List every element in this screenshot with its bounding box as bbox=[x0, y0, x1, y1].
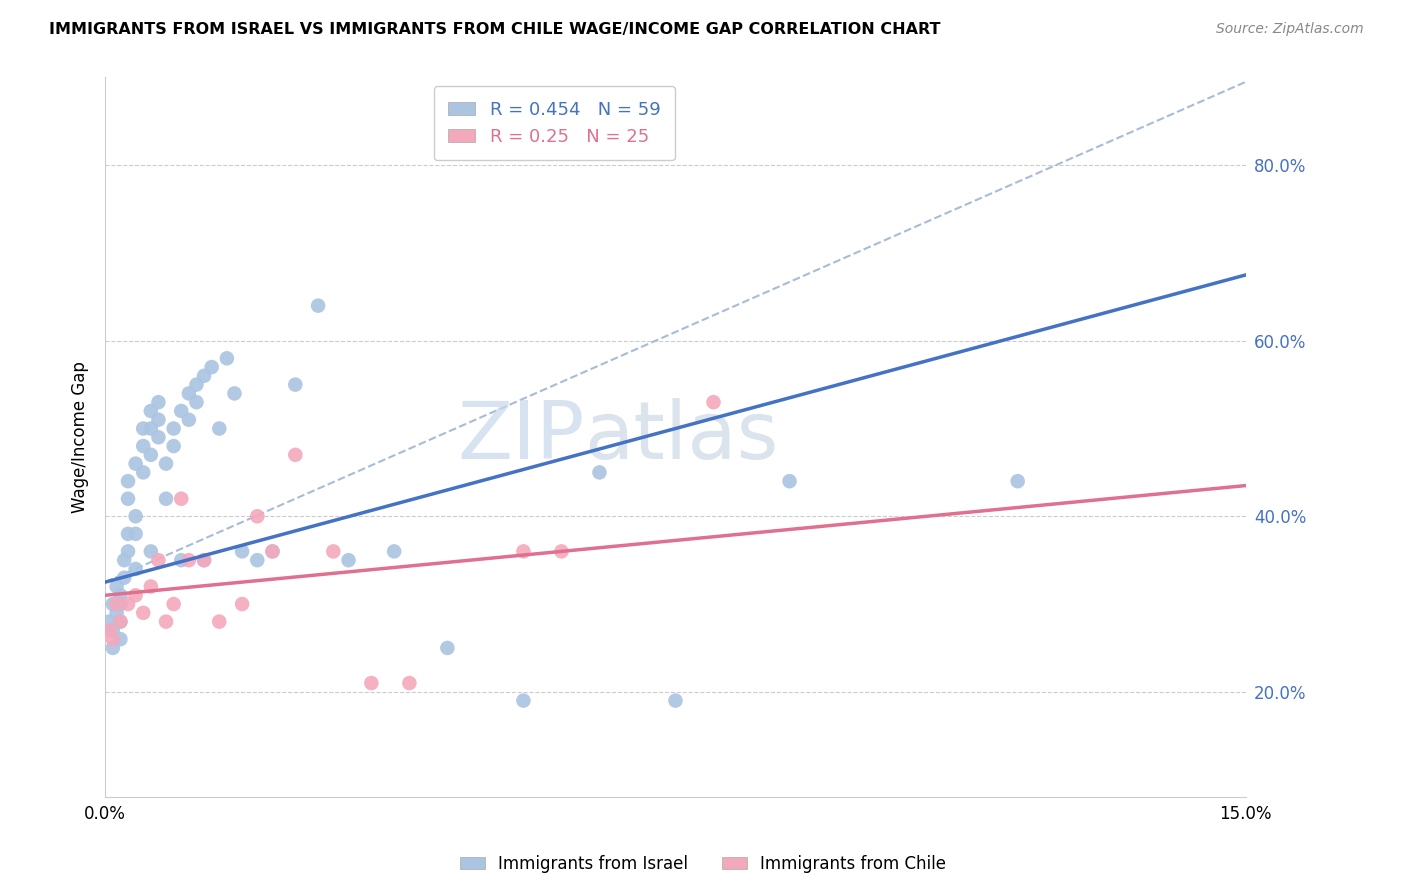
Point bbox=[163, 421, 186, 435]
Point bbox=[664, 693, 686, 707]
Y-axis label: Wage/Income Gap: Wage/Income Gap bbox=[72, 361, 89, 513]
Point bbox=[101, 597, 124, 611]
Point bbox=[170, 553, 193, 567]
Point bbox=[550, 544, 572, 558]
Point bbox=[110, 615, 132, 629]
Point bbox=[101, 640, 124, 655]
Point bbox=[193, 368, 215, 383]
Point bbox=[1007, 474, 1029, 488]
Point bbox=[177, 553, 200, 567]
Point bbox=[177, 413, 200, 427]
Point bbox=[110, 615, 132, 629]
Point bbox=[224, 386, 246, 401]
Text: atlas: atlas bbox=[585, 399, 779, 476]
Point bbox=[398, 676, 420, 690]
Point bbox=[193, 553, 215, 567]
Point bbox=[101, 624, 124, 638]
Point bbox=[148, 553, 170, 567]
Point bbox=[148, 395, 170, 409]
Text: Source: ZipAtlas.com: Source: ZipAtlas.com bbox=[1216, 22, 1364, 37]
Point bbox=[112, 571, 135, 585]
Point bbox=[155, 615, 177, 629]
Point bbox=[360, 676, 382, 690]
Point bbox=[117, 474, 139, 488]
Point bbox=[231, 597, 253, 611]
Point bbox=[132, 606, 155, 620]
Point bbox=[246, 509, 269, 524]
Point bbox=[124, 509, 146, 524]
Point bbox=[779, 474, 801, 488]
Point bbox=[101, 632, 124, 647]
Point bbox=[139, 421, 162, 435]
Point bbox=[512, 544, 534, 558]
Point bbox=[110, 588, 132, 602]
Point bbox=[105, 580, 128, 594]
Point bbox=[110, 597, 132, 611]
Point bbox=[117, 597, 139, 611]
Point bbox=[284, 377, 307, 392]
Point bbox=[208, 421, 231, 435]
Point bbox=[148, 430, 170, 444]
Point bbox=[231, 544, 253, 558]
Point bbox=[148, 413, 170, 427]
Point bbox=[124, 588, 146, 602]
Point bbox=[193, 553, 215, 567]
Point bbox=[110, 632, 132, 647]
Point bbox=[170, 491, 193, 506]
Point bbox=[215, 351, 238, 366]
Point bbox=[170, 404, 193, 418]
Point bbox=[337, 553, 360, 567]
Point bbox=[208, 615, 231, 629]
Point bbox=[284, 448, 307, 462]
Point bbox=[132, 421, 155, 435]
Point bbox=[262, 544, 284, 558]
Point bbox=[124, 526, 146, 541]
Point bbox=[163, 439, 186, 453]
Point bbox=[132, 466, 155, 480]
Legend: Immigrants from Israel, Immigrants from Chile: Immigrants from Israel, Immigrants from … bbox=[453, 848, 953, 880]
Point bbox=[105, 606, 128, 620]
Point bbox=[139, 448, 162, 462]
Point bbox=[186, 377, 208, 392]
Point bbox=[139, 580, 162, 594]
Point bbox=[201, 360, 224, 375]
Point bbox=[588, 466, 610, 480]
Point bbox=[155, 457, 177, 471]
Point bbox=[105, 597, 128, 611]
Point bbox=[139, 544, 162, 558]
Text: ZIP: ZIP bbox=[457, 399, 585, 476]
Point bbox=[246, 553, 269, 567]
Point bbox=[322, 544, 344, 558]
Point bbox=[98, 615, 121, 629]
Point bbox=[702, 395, 724, 409]
Text: IMMIGRANTS FROM ISRAEL VS IMMIGRANTS FROM CHILE WAGE/INCOME GAP CORRELATION CHAR: IMMIGRANTS FROM ISRAEL VS IMMIGRANTS FRO… bbox=[49, 22, 941, 37]
Point bbox=[436, 640, 458, 655]
Point bbox=[112, 553, 135, 567]
Point bbox=[117, 544, 139, 558]
Point bbox=[139, 404, 162, 418]
Point bbox=[512, 693, 534, 707]
Point bbox=[177, 386, 200, 401]
Point bbox=[117, 526, 139, 541]
Point bbox=[124, 457, 146, 471]
Point bbox=[186, 395, 208, 409]
Point bbox=[163, 597, 186, 611]
Point bbox=[117, 491, 139, 506]
Point bbox=[132, 439, 155, 453]
Point bbox=[382, 544, 405, 558]
Legend: R = 0.454   N = 59, R = 0.25   N = 25: R = 0.454 N = 59, R = 0.25 N = 25 bbox=[433, 87, 675, 161]
Point bbox=[98, 624, 121, 638]
Point bbox=[124, 562, 146, 576]
Point bbox=[307, 299, 329, 313]
Point bbox=[262, 544, 284, 558]
Point bbox=[155, 491, 177, 506]
